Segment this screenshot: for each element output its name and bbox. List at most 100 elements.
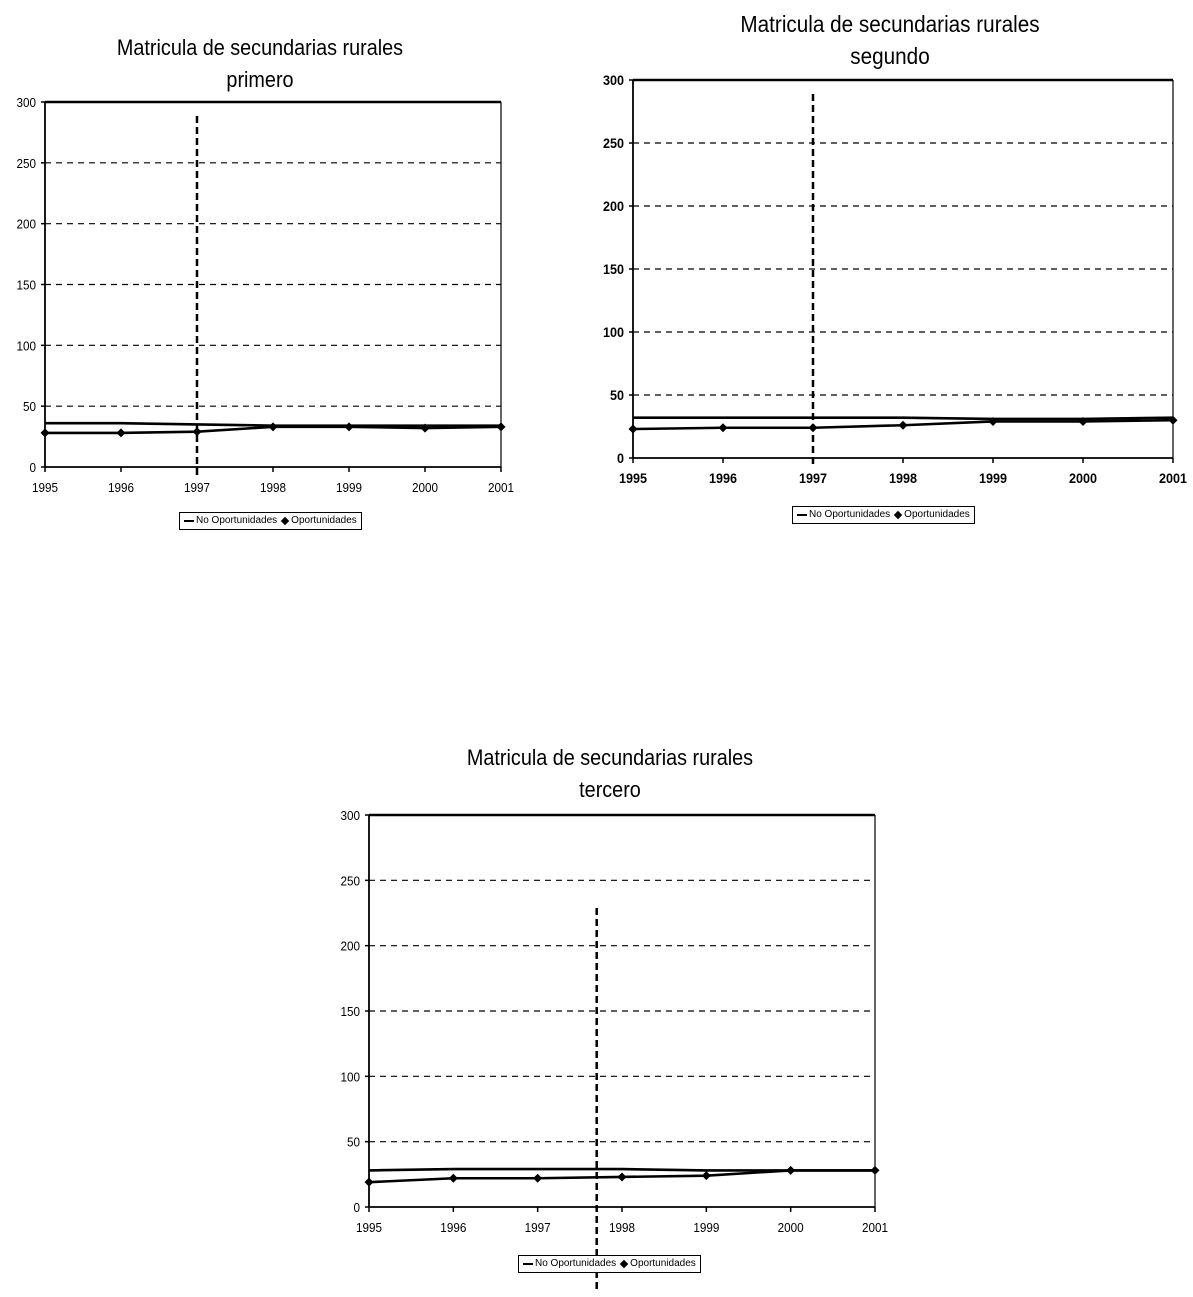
y-tick-label: 250 xyxy=(340,874,360,889)
x-tick-label: 1995 xyxy=(619,470,648,486)
data-point-diamond xyxy=(448,1173,458,1183)
data-point-diamond xyxy=(1078,416,1088,426)
y-tick-label: 150 xyxy=(340,1004,360,1019)
data-point-diamond xyxy=(808,423,818,433)
chart-title: Matricula de secundarias rurales primero xyxy=(35,32,485,96)
series-line xyxy=(633,416,1174,421)
data-point-diamond xyxy=(192,427,202,437)
legend-diamond-icon xyxy=(619,1259,629,1269)
chart-title-line: Matricula de secundarias rurales xyxy=(466,745,754,770)
y-tick-label: 50 xyxy=(23,400,36,415)
x-tick-label: 1998 xyxy=(889,470,917,486)
x-tick-label: 2000 xyxy=(412,480,438,495)
legend-label: Oportunidades xyxy=(291,515,357,526)
chart-legend: No Oportunidades Oportunidades xyxy=(792,506,975,524)
chart-legend: No Oportunidades Oportunidades xyxy=(179,512,362,530)
x-tick-label: 1996 xyxy=(709,470,737,486)
x-tick-label: 1998 xyxy=(260,480,286,495)
x-tick-label: 1995 xyxy=(32,480,58,495)
data-point-diamond xyxy=(1168,415,1178,425)
x-tick-label: 1997 xyxy=(799,470,827,486)
chart-legend: No Oportunidades Oportunidades xyxy=(518,1255,701,1273)
legend-item-oportunidades: Oportunidades xyxy=(280,513,357,529)
y-tick-label: 300 xyxy=(603,72,624,88)
x-tick-label: 2001 xyxy=(1159,470,1188,486)
x-tick-label: 2000 xyxy=(778,1220,804,1235)
legend-diamond-icon xyxy=(280,516,290,526)
data-point-diamond xyxy=(786,1165,796,1175)
x-tick-label: 1995 xyxy=(356,1220,382,1235)
data-point-diamond xyxy=(870,1165,880,1175)
legend-label: No Oportunidades xyxy=(196,515,278,526)
legend-line-icon xyxy=(797,514,807,516)
legend-line-icon xyxy=(523,1263,533,1265)
x-tick-label: 2000 xyxy=(1069,470,1097,486)
x-tick-label: 1996 xyxy=(440,1220,466,1235)
chart-subtitle-line: tercero xyxy=(579,777,641,802)
chart-plot: 0 50 100 150 200 250 300 1995 1996 1997 1998 1999 20… xyxy=(16,95,514,495)
data-point-diamond xyxy=(420,423,430,433)
chart-plot: 0 50 100 150 200 250 300 1995 1996 1997 1998 1999 20… xyxy=(340,808,888,1292)
y-tick-label: 200 xyxy=(603,198,624,214)
chart-subtitle-line: segundo xyxy=(850,43,930,69)
chart-primero: Matricula de secundarias rurales primero… xyxy=(0,0,560,540)
y-tick-label: 0 xyxy=(353,1200,360,1215)
legend-item-oportunidades: Oportunidades xyxy=(893,507,970,523)
y-tick-label: 200 xyxy=(340,939,360,954)
legend-item-no-oportunidades: No Oportunidades xyxy=(797,507,890,523)
x-tick-label: 1999 xyxy=(979,470,1007,486)
y-tick-label: 200 xyxy=(16,217,36,232)
x-tick-label: 1996 xyxy=(108,480,134,495)
data-point-diamond xyxy=(898,420,908,430)
y-tick-label: 100 xyxy=(340,1070,360,1085)
y-tick-label: 150 xyxy=(603,261,624,277)
chart-plot: 0 50 100 150 200 250 300 1995 1996 1997 1998 1999 20… xyxy=(603,72,1188,486)
data-point-diamond xyxy=(268,422,278,432)
y-tick-label: 0 xyxy=(617,450,624,466)
chart-subtitle-line: primero xyxy=(226,67,294,92)
y-tick-label: 100 xyxy=(603,324,624,340)
data-point-diamond xyxy=(40,428,50,438)
data-point-diamond xyxy=(533,1173,543,1183)
legend-diamond-icon xyxy=(893,510,903,520)
y-tick-label: 150 xyxy=(16,278,36,293)
x-tick-label: 1998 xyxy=(609,1220,635,1235)
data-point-diamond xyxy=(628,424,638,434)
y-tick-label: 250 xyxy=(603,135,624,151)
data-point-diamond xyxy=(988,416,998,426)
chart-tercero: Matricula de secundarias rurales tercero… xyxy=(320,730,920,1297)
data-point-diamond xyxy=(344,422,354,432)
x-tick-label: 1999 xyxy=(336,480,362,495)
chart-title-line: Matricula de secundarias rurales xyxy=(740,11,1040,37)
legend-item-no-oportunidades: No Oportunidades xyxy=(523,1256,616,1272)
x-tick-label: 1999 xyxy=(693,1220,719,1235)
data-point-diamond xyxy=(496,422,506,432)
legend-label: Oportunidades xyxy=(630,1258,696,1269)
chart-title-line: Matricula de secundarias rurales xyxy=(116,35,404,60)
y-tick-label: 50 xyxy=(610,387,624,403)
data-point-diamond xyxy=(701,1171,711,1181)
y-tick-label: 100 xyxy=(16,339,36,354)
x-tick-label: 1997 xyxy=(184,480,210,495)
y-tick-label: 300 xyxy=(340,808,360,823)
legend-line-icon xyxy=(184,520,194,522)
x-tick-label: 1997 xyxy=(525,1220,551,1235)
legend-item-oportunidades: Oportunidades xyxy=(619,1256,696,1272)
x-tick-label: 2001 xyxy=(862,1220,888,1235)
legend-label: No Oportunidades xyxy=(535,1258,617,1269)
chart-title: Matricula de secundarias rurales segundo xyxy=(647,8,1133,72)
y-tick-label: 300 xyxy=(16,95,36,110)
data-point-diamond xyxy=(718,423,728,433)
chart-title: Matricula de secundarias rurales tercero xyxy=(367,742,853,806)
y-tick-label: 250 xyxy=(16,156,36,171)
legend-label: Oportunidades xyxy=(904,509,970,520)
legend-label: No Oportunidades xyxy=(809,509,891,520)
legend-item-no-oportunidades: No Oportunidades xyxy=(184,513,277,529)
data-point-diamond xyxy=(116,428,126,438)
y-tick-label: 50 xyxy=(347,1135,360,1150)
data-point-diamond xyxy=(617,1172,627,1182)
x-tick-label: 2001 xyxy=(488,480,514,495)
y-tick-label: 0 xyxy=(29,460,36,475)
chart-segundo: Matricula de secundarias rurales segundo… xyxy=(580,0,1193,540)
data-point-diamond xyxy=(364,1177,374,1187)
